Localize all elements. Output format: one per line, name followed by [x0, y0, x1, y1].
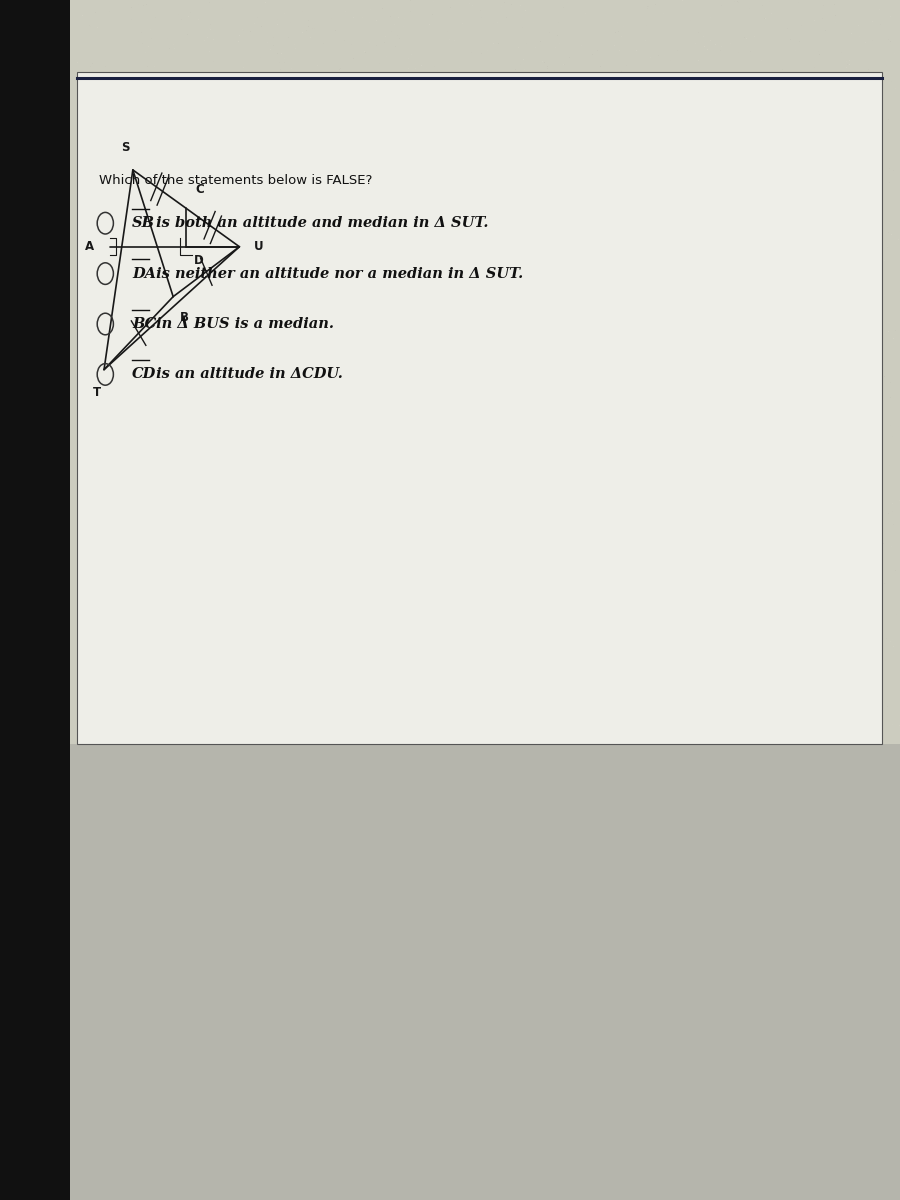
Text: in Δ BUS is a median.: in Δ BUS is a median.: [151, 317, 334, 331]
Text: B: B: [179, 311, 188, 324]
Text: A: A: [86, 240, 94, 253]
Bar: [0, 744, 900, 1200]
Bar: [0, 0, 900, 744]
Bar: [0, 0, 70, 1200]
Text: DA: DA: [132, 266, 157, 281]
Text: D: D: [194, 254, 204, 266]
Text: BC: BC: [132, 317, 157, 331]
Text: is an altitude in ΔCDU.: is an altitude in ΔCDU.: [151, 367, 343, 382]
Text: SB: SB: [132, 216, 156, 230]
Text: S: S: [122, 142, 130, 155]
Text: is both an altitude and median in Δ SUT.: is both an altitude and median in Δ SUT.: [151, 216, 489, 230]
Text: C: C: [195, 184, 204, 197]
Text: Which of the statements below is FALSE?: Which of the statements below is FALSE?: [99, 174, 373, 187]
Text: CD: CD: [132, 367, 157, 382]
Text: is neither an altitude nor a median in Δ SUT.: is neither an altitude nor a median in Δ…: [151, 266, 524, 281]
Text: T: T: [93, 386, 101, 400]
Text: U: U: [254, 240, 264, 253]
Bar: [76, 72, 882, 744]
